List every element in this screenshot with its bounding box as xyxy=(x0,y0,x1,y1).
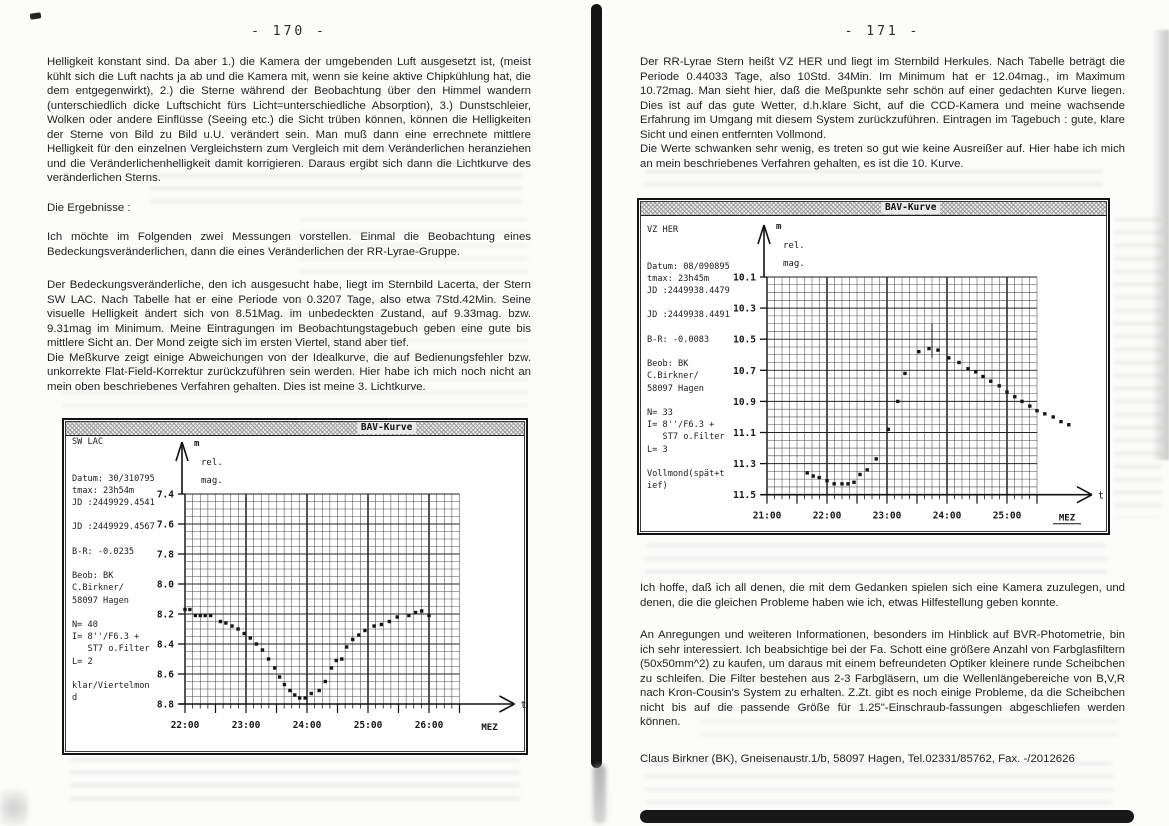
paragraph: Die Meßkurve zeigt einige Abweichungen v… xyxy=(47,351,531,393)
svg-text:7.8: 7.8 xyxy=(157,550,174,561)
paragraph: Ich hoffe, daß ich all denen, die mit de… xyxy=(640,582,1125,609)
svg-text:23:00: 23:00 xyxy=(232,720,261,731)
svg-text:10.5: 10.5 xyxy=(733,335,756,346)
paragraph: Die Ergebnisse : xyxy=(47,201,131,214)
light-curve-chart-vz-her: BAV-Kurve VZ HER Datum: 08/090895 tmax: … xyxy=(637,198,1110,535)
page-gutter-shadow-tail xyxy=(593,764,606,824)
scan-smudge xyxy=(0,790,28,826)
svg-text:8.4: 8.4 xyxy=(157,640,174,651)
svg-text:mag.: mag. xyxy=(201,476,223,486)
svg-text:8.0: 8.0 xyxy=(157,580,174,591)
paragraph: Der Bedeckungsveränderliche, den ich aus… xyxy=(47,279,531,349)
paragraph: Helligkeit konstant sind. Da aber 1.) di… xyxy=(47,56,531,184)
chart-titlebar: BAV-Kurve xyxy=(641,202,1106,216)
svg-text:10.3: 10.3 xyxy=(733,304,756,315)
page-171-lower: Ich hoffe, daß ich all denen, die mit de… xyxy=(640,581,1125,766)
svg-text:t: t xyxy=(521,700,527,711)
svg-text:25:00: 25:00 xyxy=(993,511,1022,522)
svg-text:25:00: 25:00 xyxy=(354,720,383,731)
svg-text:22:00: 22:00 xyxy=(171,720,200,731)
svg-text:11.1: 11.1 xyxy=(733,428,756,439)
svg-text:24:00: 24:00 xyxy=(933,511,962,522)
paragraph: An Anregungen und weiteren Informationen… xyxy=(640,629,1125,728)
svg-text:22:00: 22:00 xyxy=(813,511,842,522)
svg-text:23:00: 23:00 xyxy=(873,511,902,522)
svg-text:7.4: 7.4 xyxy=(157,490,174,501)
svg-text:8.8: 8.8 xyxy=(157,700,174,711)
svg-text:8.2: 8.2 xyxy=(157,610,174,621)
svg-text:26:00: 26:00 xyxy=(415,720,444,731)
page-number-left: - 170 - xyxy=(251,24,327,39)
bleed-through-text xyxy=(645,762,1113,804)
svg-text:rel.: rel. xyxy=(783,241,805,251)
svg-text:11.3: 11.3 xyxy=(733,459,756,470)
svg-text:m: m xyxy=(776,222,782,232)
page-170: - 170 - Helligkeit konstant sind. Da abe… xyxy=(47,24,531,394)
bleed-through-text xyxy=(645,544,1107,578)
paragraph: Ich möchte im Folgenden zwei Messungen v… xyxy=(47,231,531,258)
page-171: - 171 - Der RR-Lyrae Stern heißt VZ HER … xyxy=(640,24,1125,171)
svg-text:MEZ: MEZ xyxy=(481,723,498,733)
bleed-through-text xyxy=(70,758,520,804)
contact-line: Claus Birkner (BK), Gneisenaustr.1/b, 58… xyxy=(640,752,1075,765)
page-number-right: - 171 - xyxy=(844,24,921,39)
paragraph: Der RR-Lyrae Stern heißt VZ HER und lieg… xyxy=(640,56,1125,141)
chart-titlebar: BAV-Kurve xyxy=(66,422,524,436)
chart-info-panel: SW LAC Datum: 30/310795 tmax: 23h54m JD … xyxy=(72,437,155,704)
svg-text:10.7: 10.7 xyxy=(733,366,756,377)
scan-mark xyxy=(29,12,42,20)
svg-text:t: t xyxy=(1098,491,1104,502)
chart-info-panel: VZ HER Datum: 08/090895 tmax: 23h45m JD … xyxy=(647,225,730,492)
scan-edge-bar xyxy=(640,810,1134,823)
chart-title: BAV-Kurve xyxy=(880,202,941,214)
svg-text:m: m xyxy=(194,439,200,449)
chart-title: BAV-Kurve xyxy=(356,422,417,434)
svg-text:mag.: mag. xyxy=(783,259,805,269)
svg-text:11.5: 11.5 xyxy=(733,490,756,501)
svg-text:8.6: 8.6 xyxy=(157,670,174,681)
paragraph: Die Werte schwanken sehr wenig, es trete… xyxy=(640,143,1125,170)
paper-edge-shadow xyxy=(1152,30,1169,460)
svg-text:10.1: 10.1 xyxy=(733,273,756,284)
bleed-through-text xyxy=(645,170,1103,194)
page-gutter-shadow xyxy=(591,4,602,768)
svg-text:24:00: 24:00 xyxy=(293,720,322,731)
light-curve-chart-sw-lac: BAV-Kurve SW LAC Datum: 30/310795 tmax: … xyxy=(62,418,528,755)
svg-text:10.9: 10.9 xyxy=(733,397,756,408)
svg-text:21:00: 21:00 xyxy=(753,511,782,522)
svg-text:MEZ: MEZ xyxy=(1059,514,1076,524)
svg-text:rel.: rel. xyxy=(201,458,223,468)
svg-text:7.6: 7.6 xyxy=(157,520,174,531)
